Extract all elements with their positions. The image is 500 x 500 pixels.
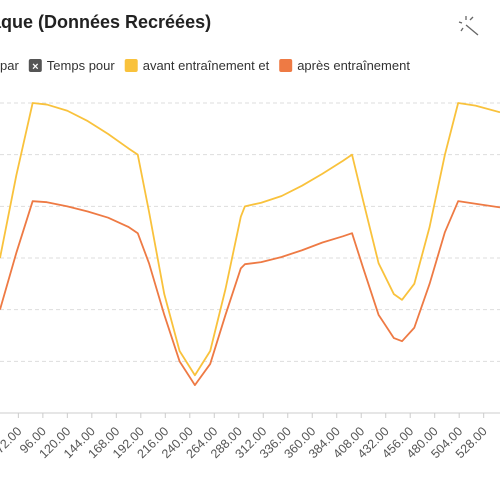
series-line: [0, 200, 500, 386]
legend-label[interactable]: avant entraînement et: [143, 58, 270, 73]
legend-hidden-x: ×: [32, 61, 38, 73]
legend-label[interactable]: après entraînement: [297, 58, 410, 73]
legend-hidden-icon: [28, 59, 42, 72]
chart-title: aque (Données Recréées): [0, 12, 211, 32]
sparkle-icon[interactable]: [458, 16, 479, 36]
legend-label[interactable]: Temps pour: [47, 58, 116, 73]
legend-swatch: [124, 59, 138, 72]
legend-swatch: [279, 59, 293, 72]
series-line: [0, 102, 500, 377]
legend-label[interactable]: par: [0, 58, 19, 73]
